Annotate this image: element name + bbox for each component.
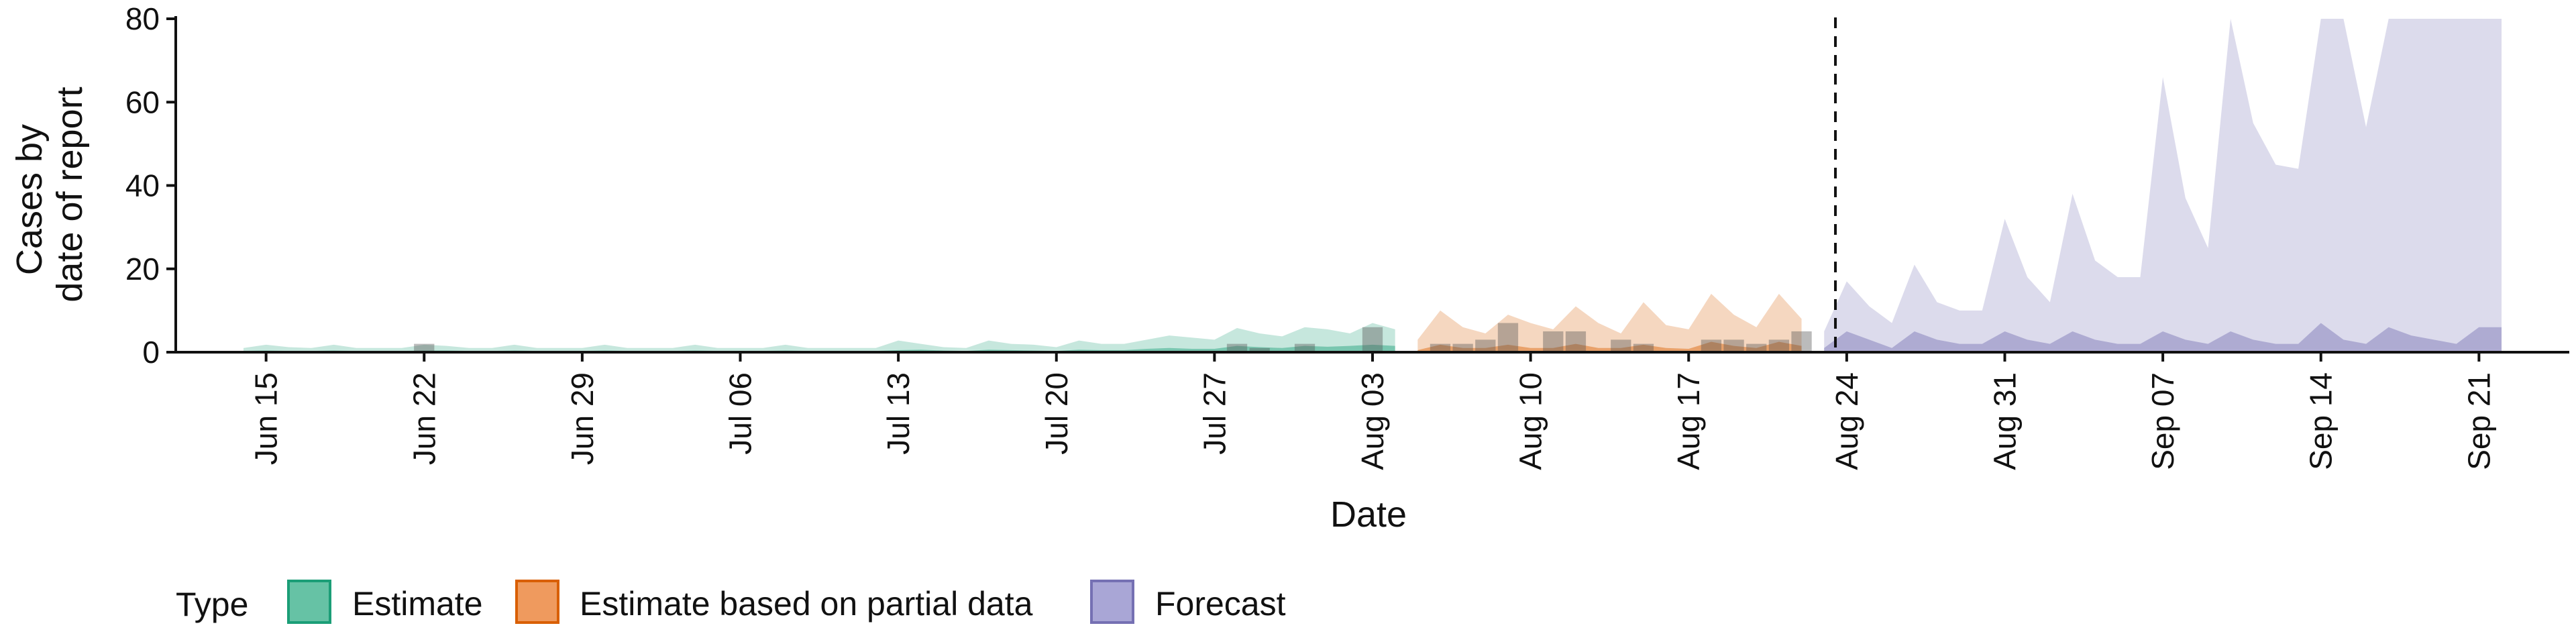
y-axis-title-line-1: Cases by: [9, 124, 50, 275]
band-inner-2: [1824, 323, 2502, 352]
x-tick-label: Jun 22: [407, 372, 441, 465]
y-tick-label: 0: [142, 335, 160, 370]
y-axis-title: Cases by date of report: [9, 87, 90, 302]
legend: Type Estimate Estimate based on partial …: [176, 580, 1286, 624]
observed-bar: [1294, 343, 1316, 352]
x-tick-label: Aug 03: [1355, 372, 1390, 470]
x-tick-label: Sep 14: [2304, 372, 2339, 470]
band-inner-0: [243, 344, 1395, 352]
observed-bar: [1565, 331, 1587, 352]
y-tick-label: 60: [125, 85, 160, 119]
observed-bar: [1611, 339, 1631, 352]
observed-bar: [1543, 331, 1564, 352]
legend-key-estimate: [287, 580, 331, 624]
legend-title: Type: [176, 586, 248, 623]
observed-bar: [1362, 327, 1383, 352]
x-tick-label: Jul 13: [881, 372, 916, 455]
band-outer-1: [1417, 294, 1802, 352]
x-tick-label: Jul 20: [1039, 372, 1074, 455]
y-axis-title-line-2: date of report: [50, 87, 90, 302]
observed-bar: [1249, 347, 1270, 352]
x-tick-label: Sep 07: [2145, 372, 2180, 470]
y-tick-label: 80: [125, 1, 160, 36]
x-tick-label: Aug 17: [1671, 372, 1706, 470]
band-inner-1: [1417, 341, 1802, 352]
y-tick-label: 20: [125, 252, 160, 286]
x-tick-label: Jul 06: [723, 372, 758, 455]
y-tick-label: 40: [125, 168, 160, 203]
observed-bar: [1475, 339, 1496, 352]
observed-bar: [1226, 343, 1248, 352]
x-tick-label: Aug 31: [1987, 372, 2022, 470]
observed-cases: [414, 323, 1812, 352]
observed-bar: [1768, 339, 1790, 352]
x-tick-label: Jul 27: [1197, 372, 1232, 455]
legend-label-estimate: Estimate: [352, 585, 483, 623]
x-tick-label: Jun 29: [565, 372, 600, 465]
x-tick-label: Aug 10: [1513, 372, 1548, 470]
x-tick-label: Sep 21: [2461, 372, 2496, 470]
observed-bar: [1746, 343, 1767, 352]
band-outer-0: [243, 323, 1395, 352]
observed-bar: [1497, 323, 1519, 352]
observed-bar: [1633, 343, 1654, 352]
axis-ticks: 0 20 40 60 80 Jun 15 Jun 22 Jun 29 Jul 06 Jul 13 J…: [125, 1, 2497, 470]
x-tick-label: Jun 15: [249, 372, 284, 465]
legend-label-forecast: Forecast: [1155, 585, 1286, 623]
observed-bar: [1452, 343, 1473, 352]
x-tick-label: Aug 24: [1829, 372, 1864, 470]
observed-bar: [1430, 343, 1451, 352]
x-axis-title: Date: [1330, 494, 1407, 535]
legend-key-forecast: [1090, 580, 1134, 624]
legend-key-partial: [515, 580, 559, 624]
band-outer-2: [1824, 19, 2502, 352]
observed-bar: [1791, 331, 1812, 352]
legend-label-partial: Estimate based on partial data: [580, 585, 1033, 623]
observed-bar: [1701, 339, 1722, 352]
observed-bar: [1723, 339, 1744, 352]
series-bands: [243, 19, 2502, 352]
observed-bar: [414, 343, 435, 352]
